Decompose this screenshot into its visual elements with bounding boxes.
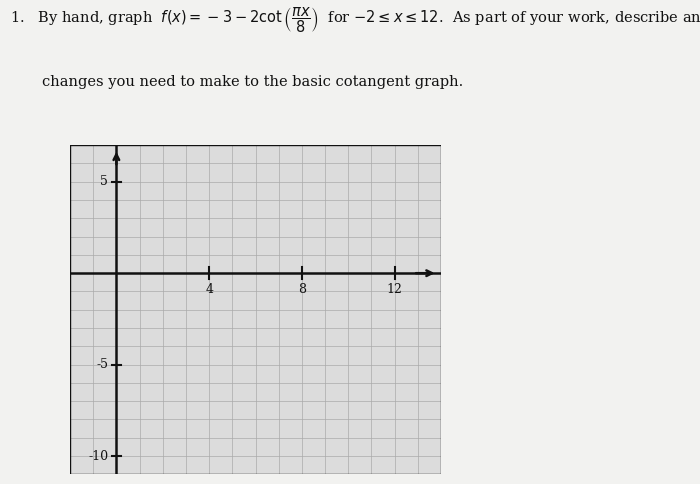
Text: 12: 12	[386, 283, 402, 296]
Text: 5: 5	[100, 175, 108, 188]
Text: changes you need to make to the basic cotangent graph.: changes you need to make to the basic co…	[42, 75, 463, 89]
Text: 4: 4	[205, 283, 213, 296]
Text: 1.   By hand, graph  $f(x) = -3 - 2\cot\left(\dfrac{\pi x}{8}\right)$  for $-2 \: 1. By hand, graph $f(x) = -3 - 2\cot\lef…	[10, 5, 700, 35]
Text: -5: -5	[97, 358, 108, 371]
Text: 8: 8	[298, 283, 306, 296]
Text: -10: -10	[88, 450, 108, 463]
